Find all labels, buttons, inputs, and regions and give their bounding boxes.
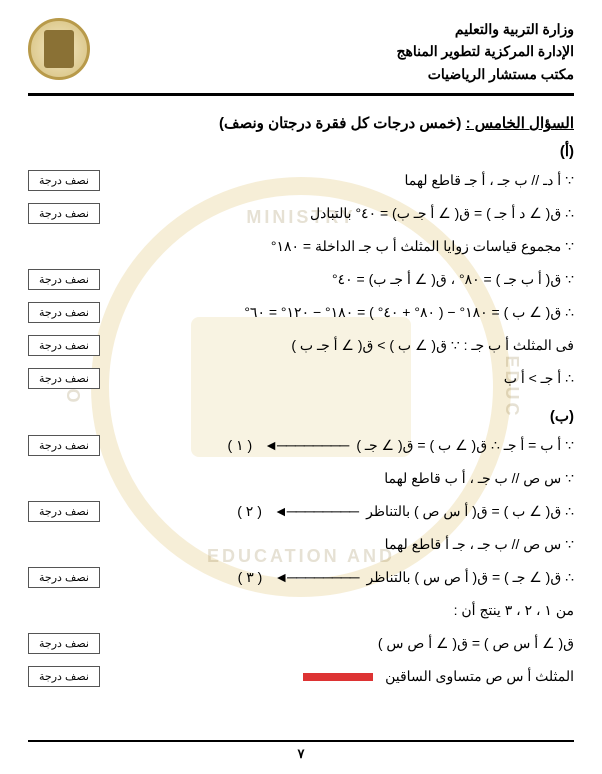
answer-line: ∵ أ دـ // ب جـ ، أ جـ قاطع لهمانصف درجة <box>28 167 574 193</box>
answer-line: ∴ ق( ∠ ب ) = ١٨٠° − ( ٨٠° + ٤٠° ) = ١٨٠°… <box>28 299 574 325</box>
answer-line: ق( ∠ أ س ص ) = ق( ∠ أ ص س )نصف درجة <box>28 630 574 656</box>
ministry-line3: مكتب مستشار الرياضيات <box>396 63 574 85</box>
answer-line: ∵ س ص // ب جـ ، أ ب قاطع لهما <box>28 465 574 491</box>
part-b-label: (ب) <box>28 407 574 425</box>
line-text: ∴ ق( ∠ ب ) = ١٨٠° − ( ٨٠° + ٤٠° ) = ١٨٠°… <box>100 300 574 325</box>
ministry-line1: وزارة التربية والتعليم <box>396 18 574 40</box>
line-text: ∴ ق( ∠ د أ جـ ) = ق( ∠ أ جـ ب) = ٤٠° بال… <box>100 201 574 226</box>
answer-line: من ١ ، ٢ ، ٣ ينتج أن : <box>28 597 574 623</box>
arrow-icon: ◄──────── <box>274 565 358 590</box>
question-title: السؤال الخامس : (خمس درجات كل فقرة درجتا… <box>28 114 574 132</box>
part-a-body: ∵ أ دـ // ب جـ ، أ جـ قاطع لهمانصف درجة∴… <box>28 167 574 391</box>
mark-box: نصف درجة <box>28 567 100 588</box>
answer-line: ∵ ق( أ ب جـ ) = ٨٠° ، ق( ∠ أ جـ ب) = ٤٠°… <box>28 266 574 292</box>
arrow-icon: ◄──────── <box>264 433 348 458</box>
line-text: ∴ ق( ∠ ب ) = ق( أ س ص ) بالتناظر◄───────… <box>100 499 574 524</box>
question-marks: (خمس درجات كل فقرة درجتان ونصف) <box>219 115 461 132</box>
question-label: السؤال الخامس : <box>466 115 574 132</box>
answer-line: المثلث أ س ص متساوى الساقيننصف درجة <box>28 663 574 689</box>
mark-box: نصف درجة <box>28 368 100 389</box>
header: وزارة التربية والتعليم الإدارة المركزية … <box>28 18 574 85</box>
answer-line: ∵ أ ب = أ جـ ∴ ق( ∠ ب ) = ق( ∠ جـ )◄────… <box>28 432 574 458</box>
footer: ٧ <box>0 740 602 762</box>
line-text: ∵ مجموع قياسات زوايا المثلث أ ب جـ الداخ… <box>28 234 574 259</box>
line-text: ∵ أ دـ // ب جـ ، أ جـ قاطع لهما <box>100 168 574 193</box>
answer-line: ∴ أ جـ > أ بنصف درجة <box>28 365 574 391</box>
page-number: ٧ <box>0 746 602 762</box>
line-text: المثلث أ س ص متساوى الساقين <box>100 664 574 689</box>
answer-line: ∵ س ص // ب جـ ، جـ أ قاطع لهما <box>28 531 574 557</box>
equation-number: ( ١ ) <box>227 433 252 458</box>
red-mark <box>303 673 373 681</box>
line-text: فى المثلث أ ب جـ : ∵ ق( ∠ ب ) > ق( ∠ أ ج… <box>100 333 574 358</box>
part-a-label: (أ) <box>28 142 574 160</box>
footer-divider <box>28 740 574 742</box>
header-divider <box>28 93 574 96</box>
line-text: ∵ س ص // ب جـ ، أ ب قاطع لهما <box>28 466 574 491</box>
equation-number: ( ٢ ) <box>237 499 262 524</box>
mark-box: نصف درجة <box>28 203 100 224</box>
header-text: وزارة التربية والتعليم الإدارة المركزية … <box>396 18 574 85</box>
line-text: ∵ ق( أ ب جـ ) = ٨٠° ، ق( ∠ أ جـ ب) = ٤٠° <box>100 267 574 292</box>
answer-line: ∵ مجموع قياسات زوايا المثلث أ ب جـ الداخ… <box>28 233 574 259</box>
arrow-icon: ◄──────── <box>274 499 358 524</box>
answer-line: ∴ ق( ∠ ب ) = ق( أ س ص ) بالتناظر◄───────… <box>28 498 574 524</box>
line-text: ∵ س ص // ب جـ ، جـ أ قاطع لهما <box>28 532 574 557</box>
ministry-line2: الإدارة المركزية لتطوير المناهج <box>396 40 574 62</box>
answer-line: فى المثلث أ ب جـ : ∵ ق( ∠ ب ) > ق( ∠ أ ج… <box>28 332 574 358</box>
answer-line: ∴ ق( ∠ د أ جـ ) = ق( ∠ أ جـ ب) = ٤٠° بال… <box>28 200 574 226</box>
page-content: وزارة التربية والتعليم الإدارة المركزية … <box>0 0 602 714</box>
mark-box: نصف درجة <box>28 170 100 191</box>
line-text: ∴ أ جـ > أ ب <box>100 366 574 391</box>
mark-box: نصف درجة <box>28 435 100 456</box>
line-text: من ١ ، ٢ ، ٣ ينتج أن : <box>28 598 574 623</box>
mark-box: نصف درجة <box>28 302 100 323</box>
answer-line: ∴ ق( ∠ جـ ) = ق( أ ص س ) بالتناظر◄──────… <box>28 564 574 590</box>
line-text: ∵ أ ب = أ جـ ∴ ق( ∠ ب ) = ق( ∠ جـ )◄────… <box>100 433 574 458</box>
mark-box: نصف درجة <box>28 501 100 522</box>
mark-box: نصف درجة <box>28 335 100 356</box>
ministry-logo <box>28 18 90 80</box>
part-b-body: ∵ أ ب = أ جـ ∴ ق( ∠ ب ) = ق( ∠ جـ )◄────… <box>28 432 574 689</box>
mark-box: نصف درجة <box>28 666 100 687</box>
mark-box: نصف درجة <box>28 269 100 290</box>
equation-number: ( ٣ ) <box>238 565 263 590</box>
line-text: ∴ ق( ∠ جـ ) = ق( أ ص س ) بالتناظر◄──────… <box>100 565 574 590</box>
logo-emblem <box>44 30 74 68</box>
mark-box: نصف درجة <box>28 633 100 654</box>
line-text: ق( ∠ أ س ص ) = ق( ∠ أ ص س ) <box>100 631 574 656</box>
